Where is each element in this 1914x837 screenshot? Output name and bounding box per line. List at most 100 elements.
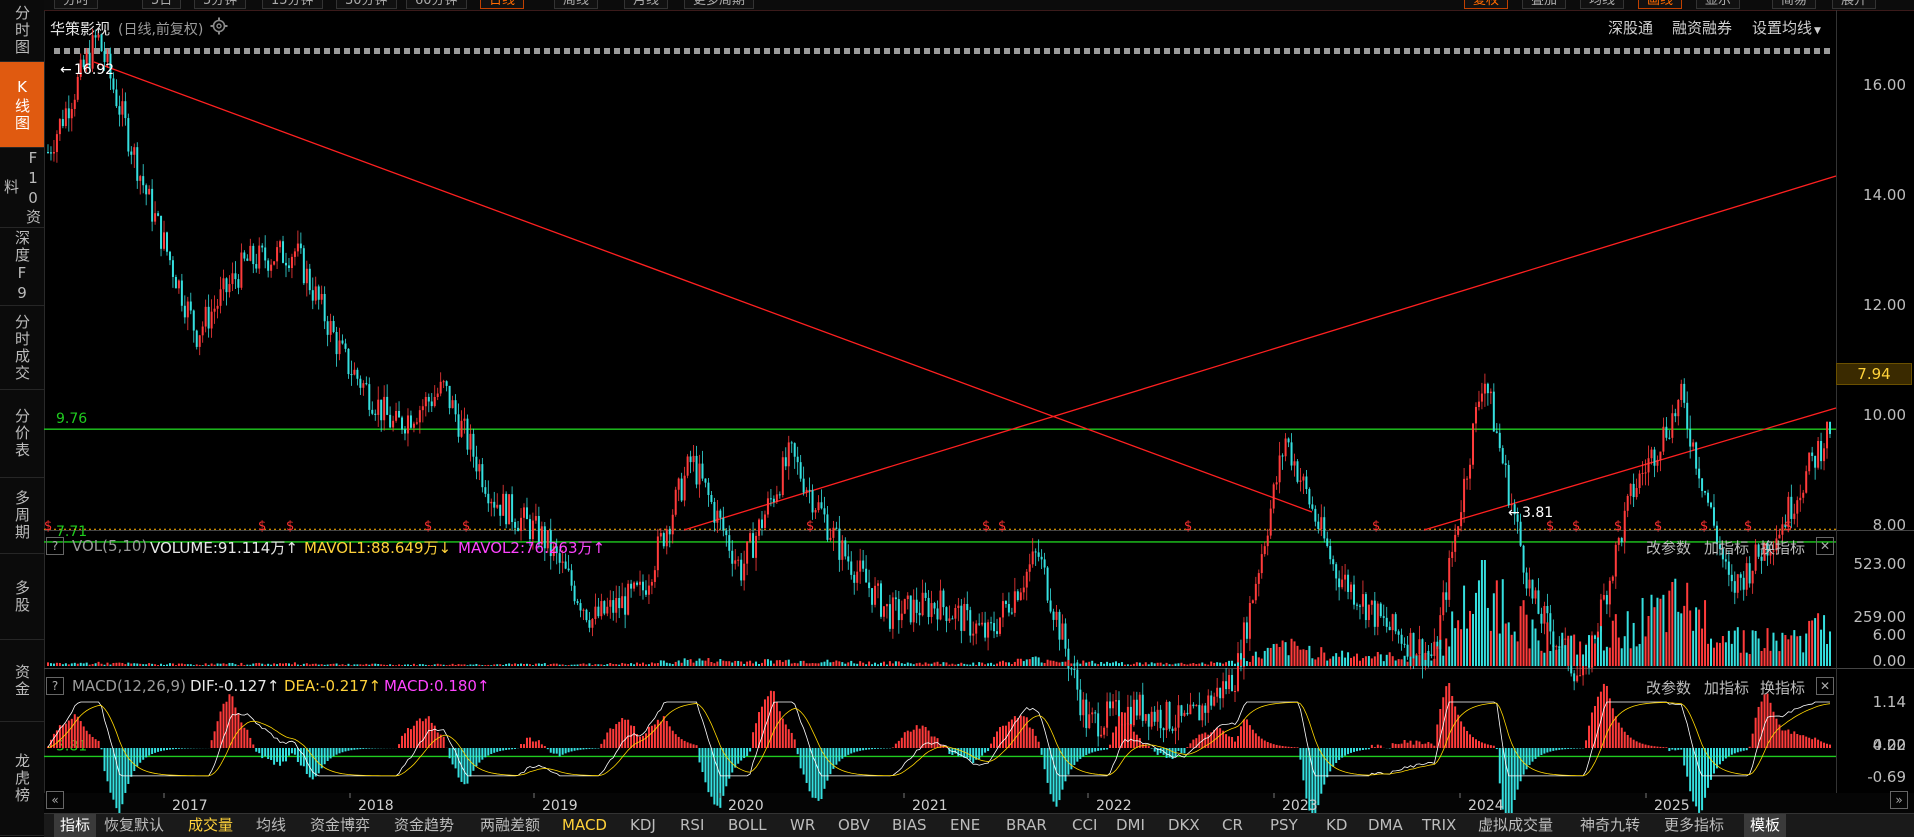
volume-bar <box>1285 642 1287 666</box>
nav-item-3[interactable]: 深度F9 <box>0 228 44 306</box>
candle-body <box>776 494 778 502</box>
candle-body <box>1799 498 1801 500</box>
nav-item-2[interactable]: F10资料 <box>0 148 44 228</box>
volume-bar <box>1772 633 1774 666</box>
indicator-tab-16[interactable]: CCI <box>1072 814 1097 837</box>
candle-body <box>1642 473 1644 474</box>
candle-body <box>234 273 236 279</box>
volume-bar <box>205 663 207 666</box>
candle-body <box>1540 614 1542 624</box>
indicator-tab-7[interactable]: MACD <box>562 814 607 837</box>
ticker-dot <box>584 48 590 54</box>
indicator-tab-9[interactable]: RSI <box>680 814 704 837</box>
macd-bar <box>1487 744 1489 748</box>
volume-bar <box>1466 629 1468 666</box>
nav-item-4[interactable]: 分时成交 <box>0 306 44 390</box>
candle-body <box>475 457 477 472</box>
indicator-tab-4[interactable]: 资金博弈 <box>310 814 370 837</box>
candle-body <box>1404 644 1406 645</box>
indicator-tab-1[interactable]: 恢复默认 <box>104 814 164 837</box>
volume-bar <box>1151 662 1153 666</box>
macd-bar <box>1511 748 1513 813</box>
indicator-tab-21[interactable]: KD <box>1326 814 1347 837</box>
nav-item-9[interactable]: 龙虎榜 <box>0 722 44 836</box>
volume-bar <box>1445 638 1447 666</box>
indicator-tab-25[interactable]: 神奇九转 <box>1580 814 1640 837</box>
indicator-tab-19[interactable]: CR <box>1222 814 1243 837</box>
vol-edit-params-button[interactable]: 改参数 <box>1646 537 1691 558</box>
indicator-tab-23[interactable]: TRIX <box>1422 814 1456 837</box>
macd-bar <box>687 742 689 748</box>
volume-bar <box>916 663 918 666</box>
vol-change-indicator-button[interactable]: 换指标 <box>1760 537 1805 558</box>
macd-close-icon[interactable]: ✕ <box>1816 677 1834 695</box>
volume-bar <box>511 664 513 666</box>
ticker-dot <box>1404 48 1410 54</box>
volume-bar <box>1463 586 1465 666</box>
indicator-tab-10[interactable]: BOLL <box>728 814 767 837</box>
volume-bar <box>1695 607 1697 666</box>
indicator-tab-5[interactable]: 资金趋势 <box>394 814 454 837</box>
nav-item-5[interactable]: 分价表 <box>0 390 44 478</box>
macd-bar <box>892 747 894 748</box>
scroll-left-icon[interactable]: « <box>46 791 64 809</box>
nav-item-8[interactable]: 资金 <box>0 640 44 722</box>
scroll-right-icon[interactable]: » <box>1890 791 1908 809</box>
candle-body <box>374 414 376 415</box>
volume-bar <box>939 664 941 666</box>
ticker-dot <box>1414 48 1420 54</box>
candle-body <box>886 604 888 606</box>
macd-add-indicator-button[interactable]: 加指标 <box>1704 677 1749 698</box>
indicator-tab-18[interactable]: DKX <box>1168 814 1200 837</box>
indicator-tab-13[interactable]: BIAS <box>892 814 927 837</box>
volume-bar <box>1127 664 1129 666</box>
volume-bar <box>1421 653 1423 666</box>
macd-bar <box>725 748 727 786</box>
macd-help-icon[interactable]: ? <box>46 677 64 695</box>
indicator-tab-24[interactable]: 虚拟成交量 <box>1478 814 1553 837</box>
ticker-dot <box>1694 48 1700 54</box>
trend-line <box>684 176 1836 530</box>
vol-close-icon[interactable]: ✕ <box>1816 537 1834 555</box>
nav-item-7[interactable]: 多股 <box>0 554 44 640</box>
indicator-tab-3[interactable]: 均线 <box>256 814 286 837</box>
nav-item-6[interactable]: 多周期 <box>0 478 44 554</box>
ticker-dot <box>594 48 600 54</box>
volume-bar <box>1573 635 1575 666</box>
macd-change-indicator-button[interactable]: 换指标 <box>1760 677 1805 698</box>
candle-body <box>755 536 757 558</box>
candle-body <box>1472 423 1474 464</box>
ticker-dot <box>914 48 920 54</box>
indicator-tab-8[interactable]: KDJ <box>630 814 656 837</box>
indicator-tab-0[interactable]: 指标 <box>54 814 96 837</box>
indicator-tab-15[interactable]: BRAR <box>1006 814 1047 837</box>
indicator-tab-26[interactable]: 更多指标 <box>1664 814 1724 837</box>
volume-bar <box>1353 656 1355 666</box>
indicator-tab-2[interactable]: 成交量 <box>188 814 233 837</box>
macd-bar <box>1421 744 1423 748</box>
macd-bar <box>336 748 338 755</box>
indicator-tab-17[interactable]: DMI <box>1116 814 1145 837</box>
nav-item-1[interactable]: K线图 <box>0 62 44 148</box>
indicator-tab-27[interactable]: 模板 <box>1744 814 1786 837</box>
candle-body <box>666 529 668 546</box>
volume-help-icon[interactable]: ? <box>46 537 64 555</box>
candle-body <box>502 494 504 516</box>
indicator-tab-6[interactable]: 两融差额 <box>480 814 540 837</box>
macd-edit-params-button[interactable]: 改参数 <box>1646 677 1691 698</box>
indicator-tab-22[interactable]: DMA <box>1368 814 1403 837</box>
macd-bar <box>106 748 108 781</box>
ticker-dot <box>1084 48 1090 54</box>
indicator-tab-12[interactable]: OBV <box>838 814 870 837</box>
volume-bar <box>1017 659 1019 666</box>
indicator-tab-11[interactable]: WR <box>790 814 815 837</box>
candle-body <box>1594 635 1596 639</box>
volume-bar <box>1154 663 1156 666</box>
candle-body <box>803 479 805 493</box>
macd-bar <box>1764 694 1766 748</box>
nav-item-0[interactable]: 分时图 <box>0 0 44 62</box>
vol-add-indicator-button[interactable]: 加指标 <box>1704 537 1749 558</box>
indicator-tab-14[interactable]: ENE <box>950 814 980 837</box>
volume-bar <box>1674 579 1676 666</box>
indicator-tab-20[interactable]: PSY <box>1270 814 1298 837</box>
